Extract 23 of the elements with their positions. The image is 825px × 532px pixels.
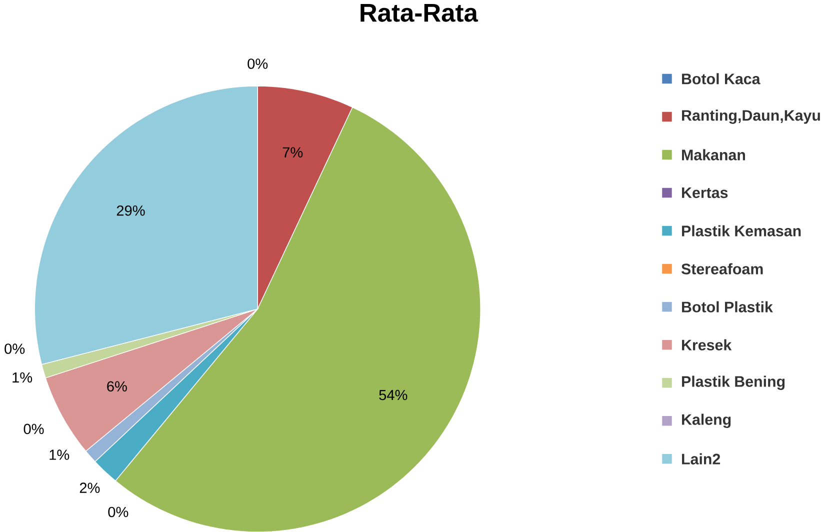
legend-label: Kresek — [682, 339, 732, 350]
text: 0% — [4, 343, 25, 354]
data-label: 29% — [116, 205, 145, 216]
legend-label: Makanan — [682, 149, 745, 160]
legend-label: Kaleng — [682, 414, 731, 428]
data-label: 6% — [107, 381, 127, 392]
chart-title: Rata-Rata — [360, 4, 478, 22]
legend-label: Botol Plastik — [682, 301, 773, 312]
legend-label: Lain2 — [682, 453, 720, 464]
legend-label: Plastik Bening — [682, 376, 785, 390]
legend-label: Plastik Kemasan — [682, 225, 801, 236]
data-label: 1% — [12, 372, 32, 382]
data-label: 1% — [50, 449, 70, 460]
text: 0% — [24, 424, 44, 434]
legend-label: Stereafoam — [681, 263, 763, 274]
text: 0% — [108, 506, 128, 517]
legend-label: Kertas — [682, 187, 728, 198]
data-label: 2% — [80, 482, 100, 493]
legend-label: Ranting,Daun,Kayu — [682, 109, 820, 124]
data-label: 54% — [379, 390, 408, 400]
legend-label: Botol Kaca — [682, 72, 760, 84]
text: 0% — [248, 58, 268, 69]
data-label: 7% — [282, 147, 303, 158]
